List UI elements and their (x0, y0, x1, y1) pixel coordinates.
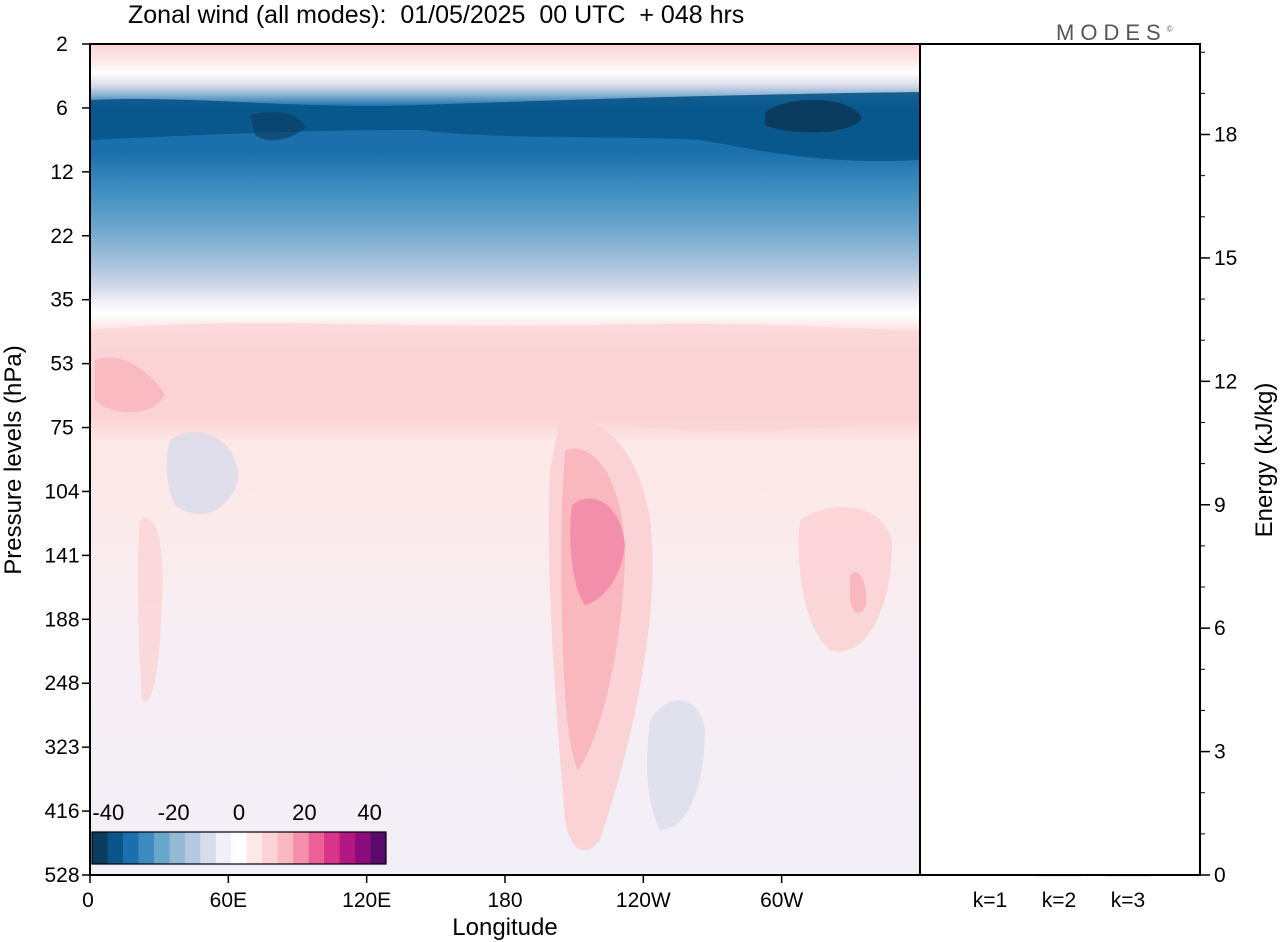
x-tick-label: 120E (342, 889, 391, 912)
energy-frame (919, 43, 1201, 876)
y-tick-label: 323 (44, 736, 79, 759)
colorbar-swatch (153, 832, 170, 864)
westerly-cell-west (137, 518, 163, 702)
easterly-cell (250, 112, 305, 141)
y-tick-label: 188 (44, 608, 79, 631)
y-tick-label: 35 (50, 289, 73, 312)
energy-y-tick-label: 18 (1214, 124, 1237, 147)
energy-panel: 0 3 6 9 12 15 18 k=1 k=2 k=3 Energy (kJ/kg) (919, 43, 1278, 912)
y-tick-label: 75 (50, 417, 73, 440)
colorbar-swatch (92, 832, 108, 864)
wind-field (90, 44, 920, 875)
colorbar-swatch (308, 832, 325, 864)
energy-bar (1106, 874, 1150, 877)
colorbar-swatch (215, 832, 232, 864)
y-tick-label: 141 (44, 544, 79, 567)
energy-y-tick-label: 6 (1214, 617, 1226, 640)
y-tick-label: 104 (44, 480, 79, 503)
westerly-cell-east-core (850, 572, 867, 613)
x-axis-title: Longitude (452, 914, 557, 941)
energy-y-axis-title: Energy (kJ/kg) (1251, 383, 1278, 538)
colorbar-label: -40 (92, 800, 124, 825)
energy-y-tick-label: 12 (1214, 370, 1237, 393)
x-tick-label: 180 (487, 889, 522, 912)
colorbar-label: 40 (357, 800, 381, 825)
colorbar-swatch (262, 832, 279, 864)
colorbar-swatch (138, 832, 155, 864)
colorbar-swatch (231, 832, 248, 864)
colorbar-swatch (107, 832, 124, 864)
westerly-cell (95, 357, 165, 413)
energy-x-label: k=2 (1042, 889, 1076, 912)
colorbar-label: 20 (292, 800, 316, 825)
colorbar-swatch (293, 832, 310, 864)
energy-y-tick-label: 0 (1214, 864, 1226, 887)
x-tick-label: 60W (760, 889, 803, 912)
chart-title: Zonal wind (all modes): 01/05/2025 00 UT… (128, 1, 745, 29)
colorbar-swatch (339, 832, 356, 864)
colorbar-swatch (200, 832, 217, 864)
brand-logo: MODES© (1056, 20, 1173, 45)
colorbar-swatch (324, 832, 341, 864)
westerly-cell-east (798, 506, 892, 652)
easterly-max (765, 99, 862, 133)
easterly-cell-east (647, 700, 705, 830)
colorbar-swatch (169, 832, 186, 864)
y-tick-label: 22 (50, 225, 73, 248)
colorbar-swatch (246, 832, 263, 864)
energy-x-label: k=3 (1111, 889, 1145, 912)
energy-y-tick-label: 9 (1214, 494, 1226, 517)
y-tick-label: 416 (44, 800, 79, 823)
colorbar: -40 -20 0 20 40 (91, 800, 387, 865)
colorbar-label: 0 (233, 800, 245, 825)
colorbar-swatch (122, 832, 139, 864)
easterly-cell-west (166, 432, 239, 515)
y-axis-title: Pressure levels (hPa) (0, 345, 27, 574)
y-tick-label: 6 (56, 97, 68, 120)
colorbar-label: -20 (158, 800, 190, 825)
y-tick-label: 12 (50, 161, 73, 184)
x-tick-label: 60E (210, 889, 247, 912)
y-tick-label: 248 (44, 672, 79, 695)
energy-y-tick-label: 15 (1214, 247, 1237, 270)
y-tick-label: 2 (56, 33, 68, 56)
jet-max (570, 498, 625, 605)
colorbar-swatch (184, 832, 201, 864)
colorbar-swatch (370, 832, 387, 864)
energy-bar (968, 874, 1012, 876)
x-tick-label: 0 (82, 889, 94, 912)
energy-y-tick-label: 3 (1214, 741, 1226, 764)
colorbar-swatch (277, 832, 294, 864)
westerly-band (90, 323, 920, 432)
x-tick-label: 120W (616, 889, 671, 912)
easterly-core (90, 92, 920, 161)
y-tick-label: 53 (50, 353, 73, 376)
energy-bar (1037, 874, 1081, 877)
y-tick-label: 528 (44, 864, 79, 887)
colorbar-frame (91, 831, 387, 865)
colorbar-swatch (355, 832, 372, 864)
energy-x-label: k=1 (973, 889, 1007, 912)
